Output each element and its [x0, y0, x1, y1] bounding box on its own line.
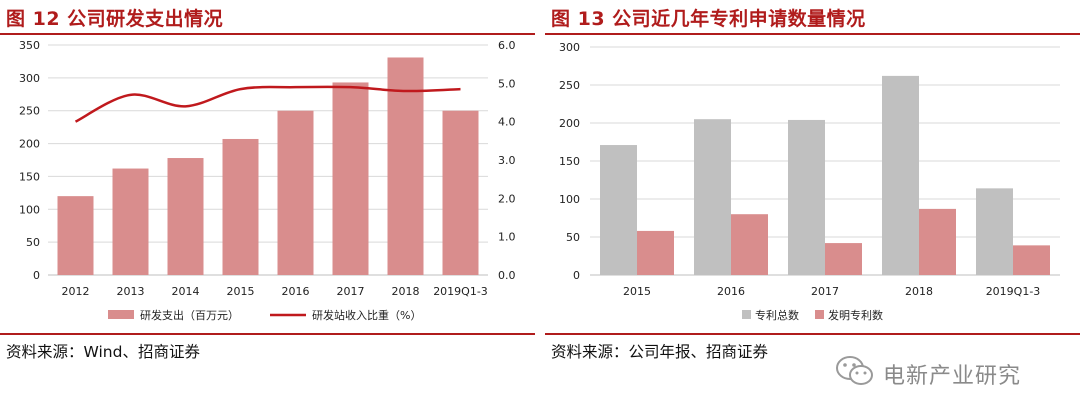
- left-chart-panel: 图 12 公司研发支出情况 0 50 100 150 200 250 300 350 0.0 1.…: [0, 0, 535, 340]
- y-axis-tick-label: 250: [19, 105, 40, 118]
- invention-patent-bar: [919, 208, 956, 275]
- legend-label-invention-patent: 发明专利数: [828, 308, 883, 322]
- y-axis-tick-label: 100: [559, 193, 580, 206]
- y-axis-tick-label: 150: [559, 155, 580, 168]
- legend-swatch-invention-patent: [815, 310, 824, 319]
- rd-expense-chart: 0 50 100 150 200 250 300 350 0.0 1.0 2.0 3.0 4.0 5.0 6…: [19, 39, 516, 322]
- invention-patent-bar: [731, 214, 768, 275]
- legend-label-patent-total: 专利总数: [755, 308, 799, 322]
- watermark: 电新产业研究: [835, 352, 1075, 392]
- y-axis-tick-label: 150: [19, 170, 40, 183]
- right-title-rule: [545, 33, 1080, 35]
- x-axis-tick-label: 2012: [62, 285, 90, 298]
- right-chart-title: 图 13 公司近几年专利申请数量情况: [551, 8, 866, 30]
- legend-swatch-patent-total: [742, 310, 751, 319]
- left-bottom-rule: [0, 333, 535, 335]
- rd-expense-bar: [112, 168, 149, 275]
- x-axis-tick-label: 2018: [392, 285, 420, 298]
- right-bottom-rule: [545, 333, 1080, 335]
- y-axis-tick-label: 0: [33, 269, 40, 282]
- x-axis-tick-label: 2017: [337, 285, 365, 298]
- patent-total-bar: [788, 119, 825, 276]
- x-axis-tick-label: 2016: [717, 285, 745, 298]
- right-chart-panel: 图 13 公司近几年专利申请数量情况 0 50 100 150 200 250 300 201…: [545, 0, 1080, 340]
- rd-expense-bar: [222, 138, 259, 275]
- rd-expense-bar: [167, 158, 204, 275]
- y2-axis-tick-label: 2.0: [498, 192, 516, 205]
- patent-total-bar: [694, 119, 731, 275]
- y-axis-tick-label: 300: [19, 72, 40, 85]
- invention-patent-bar: [637, 230, 674, 275]
- y-axis-tick-label: 200: [559, 117, 580, 130]
- watermark-text: 电新产业研究: [883, 364, 1022, 389]
- x-axis-tick-label: 2015: [227, 285, 255, 298]
- y2-axis-tick-label: 5.0: [498, 77, 516, 90]
- y2-axis-tick-label: 3.0: [498, 154, 516, 167]
- y-axis-tick-label: 300: [559, 41, 580, 54]
- left-chart-title: 图 12 公司研发支出情况: [6, 8, 224, 30]
- patent-total-bar: [882, 75, 919, 275]
- left-source-note: 资料来源：Wind、招商证券: [6, 343, 200, 361]
- patent-count-chart: 0 50 100 150 200 250 300 2015 2016 2017 2018 2019Q1…: [559, 41, 1060, 322]
- rd-expense-bar: [277, 110, 314, 275]
- rd-expense-bar: [442, 110, 479, 275]
- y-axis-tick-label: 100: [19, 203, 40, 216]
- y-axis-tick-label: 350: [19, 39, 40, 52]
- legend-label-rd-ratio: 研发站收入比重（%）: [312, 308, 421, 322]
- y2-axis-tick-label: 1.0: [498, 231, 516, 244]
- rd-expense-bar: [387, 57, 424, 275]
- y2-axis-tick-label: 6.0: [498, 39, 516, 52]
- y-axis-tick-label: 200: [19, 138, 40, 151]
- invention-patent-bar: [1013, 245, 1050, 275]
- wechat-icon: [836, 356, 873, 385]
- legend-label-rd-expense: 研发支出（百万元）: [140, 308, 239, 322]
- x-axis-tick-label: 2019Q1-3: [986, 285, 1041, 298]
- x-axis-tick-label: 2018: [905, 285, 933, 298]
- y2-axis-tick-label: 4.0: [498, 116, 516, 129]
- left-title-rule: [0, 33, 535, 35]
- x-axis-tick-label: 2013: [117, 285, 145, 298]
- legend-swatch-rd-expense: [108, 310, 134, 319]
- patent-total-bar: [600, 145, 637, 275]
- rd-ratio-line: [74, 85, 461, 123]
- y2-axis-tick-label: 0.0: [498, 269, 516, 282]
- x-axis-tick-label: 2015: [623, 285, 651, 298]
- x-axis-tick-label: 2017: [811, 285, 839, 298]
- invention-patent-bar: [825, 243, 862, 275]
- right-source-note: 资料来源：公司年报、招商证券: [551, 343, 769, 361]
- y-axis-tick-label: 50: [566, 231, 580, 244]
- y-axis-tick-label: 0: [573, 269, 580, 282]
- y-axis-tick-label: 50: [26, 236, 40, 249]
- rd-expense-bar: [57, 196, 94, 275]
- x-axis-tick-label: 2014: [172, 285, 200, 298]
- y-axis-tick-label: 250: [559, 79, 580, 92]
- rd-expense-bar: [332, 82, 369, 275]
- patent-total-bar: [976, 188, 1013, 275]
- x-axis-tick-label: 2019Q1-3: [433, 285, 488, 298]
- x-axis-tick-label: 2016: [282, 285, 310, 298]
